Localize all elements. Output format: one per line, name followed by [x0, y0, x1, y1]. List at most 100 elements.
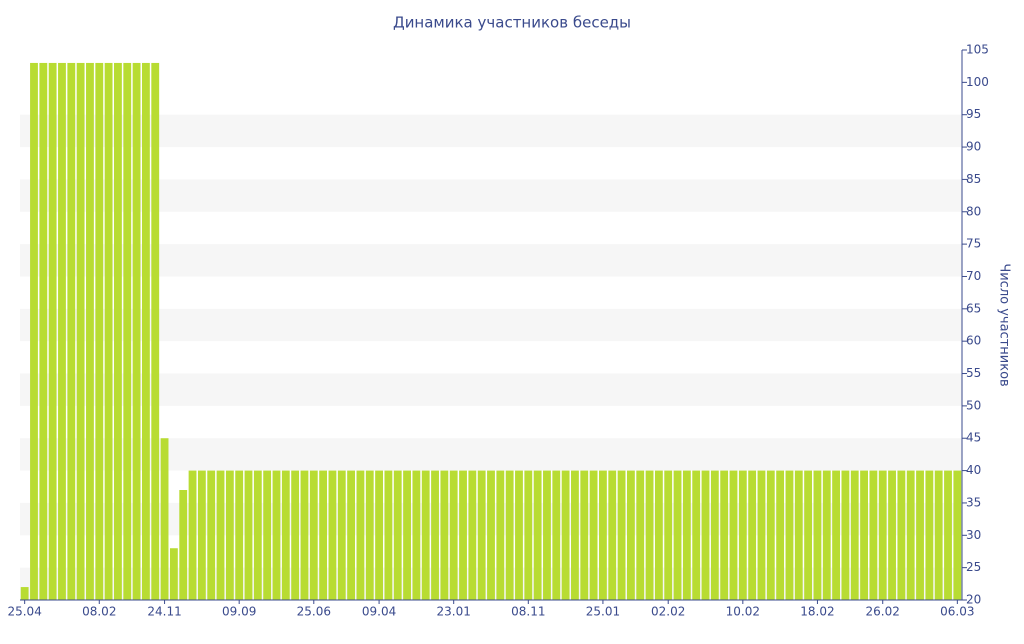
y-tick-label: 75 [966, 237, 981, 251]
bar [114, 62, 122, 601]
bar [169, 548, 178, 600]
x-tick-label: 25.04 [7, 605, 41, 619]
x-tick-label: 06.03 [940, 605, 974, 619]
bar [738, 470, 747, 600]
bar [197, 470, 206, 600]
x-tick-label: 18.02 [800, 605, 834, 619]
bar [141, 62, 150, 601]
bar [207, 470, 216, 600]
bar [608, 470, 617, 600]
grid-band [20, 373, 962, 406]
bar [645, 470, 654, 600]
grid-band [20, 438, 962, 471]
bar [701, 470, 710, 600]
x-tick-label: 25.06 [297, 605, 331, 619]
y-tick-label: 80 [966, 204, 981, 218]
bar [20, 587, 29, 600]
bar [692, 470, 701, 600]
bar [654, 470, 663, 600]
bar [459, 470, 467, 600]
x-tick-label: 23.01 [437, 605, 471, 619]
y-tick-label: 30 [966, 528, 981, 542]
bar [253, 470, 262, 600]
bar [188, 470, 197, 600]
bar [291, 470, 300, 600]
x-tick-label: 25.01 [586, 605, 620, 619]
bar [216, 470, 225, 600]
bar [916, 470, 924, 600]
bar [682, 470, 691, 600]
y-axis-label: Число участников [997, 263, 1012, 386]
grid-band [20, 244, 962, 277]
bar [906, 470, 915, 600]
bar [449, 470, 458, 600]
bar [505, 470, 514, 600]
bar [412, 470, 421, 600]
bar [104, 62, 113, 601]
bar [925, 470, 934, 600]
grid-band [20, 179, 962, 212]
x-tick-label: 10.02 [726, 605, 760, 619]
bar [356, 470, 365, 600]
y-tick-label: 95 [966, 107, 981, 121]
bar [533, 470, 542, 600]
bar [813, 470, 822, 600]
x-tick-label: 02.02 [651, 605, 685, 619]
bar [617, 470, 626, 600]
bar [580, 470, 589, 600]
bar [785, 470, 794, 600]
bar [328, 470, 337, 600]
bar [515, 470, 523, 600]
bar [431, 470, 439, 600]
bar [496, 470, 505, 600]
bar [636, 470, 645, 600]
y-tick-label: 105 [966, 43, 989, 57]
bar [384, 470, 393, 600]
bar [626, 470, 635, 600]
bar [160, 438, 169, 600]
bar [281, 470, 290, 600]
bar [179, 490, 188, 600]
bar [664, 470, 673, 600]
y-tick-label: 60 [966, 334, 981, 348]
bar [599, 470, 607, 600]
bar [365, 470, 374, 600]
bar [720, 470, 729, 600]
bar [869, 470, 878, 600]
bar [552, 470, 561, 600]
y-tick-label: 25 [966, 560, 981, 574]
bar [86, 62, 94, 601]
bar [225, 470, 234, 600]
bar [403, 470, 411, 600]
x-tick-label: 24.11 [147, 605, 181, 619]
bar [244, 470, 253, 600]
bar [822, 470, 831, 600]
bar [309, 470, 318, 600]
x-tick-label: 08.02 [82, 605, 116, 619]
bar [263, 470, 272, 600]
bar [850, 470, 859, 600]
bar [95, 62, 104, 601]
bar [794, 470, 803, 600]
bar [468, 470, 477, 600]
bar [123, 62, 132, 601]
bar [729, 470, 738, 600]
y-tick-label: 45 [966, 431, 981, 445]
bar [673, 470, 682, 600]
bar [58, 62, 66, 601]
x-tick-label: 09.04 [362, 605, 396, 619]
bar [337, 470, 346, 600]
bar [953, 470, 962, 600]
bar [832, 470, 841, 600]
bar [543, 470, 551, 600]
bar [589, 470, 598, 600]
bar [888, 470, 896, 600]
bar [440, 470, 449, 600]
bar [804, 470, 813, 600]
bar [934, 470, 943, 600]
bar [477, 470, 486, 600]
bar [841, 470, 850, 600]
bar [48, 62, 57, 601]
bar [76, 62, 85, 601]
